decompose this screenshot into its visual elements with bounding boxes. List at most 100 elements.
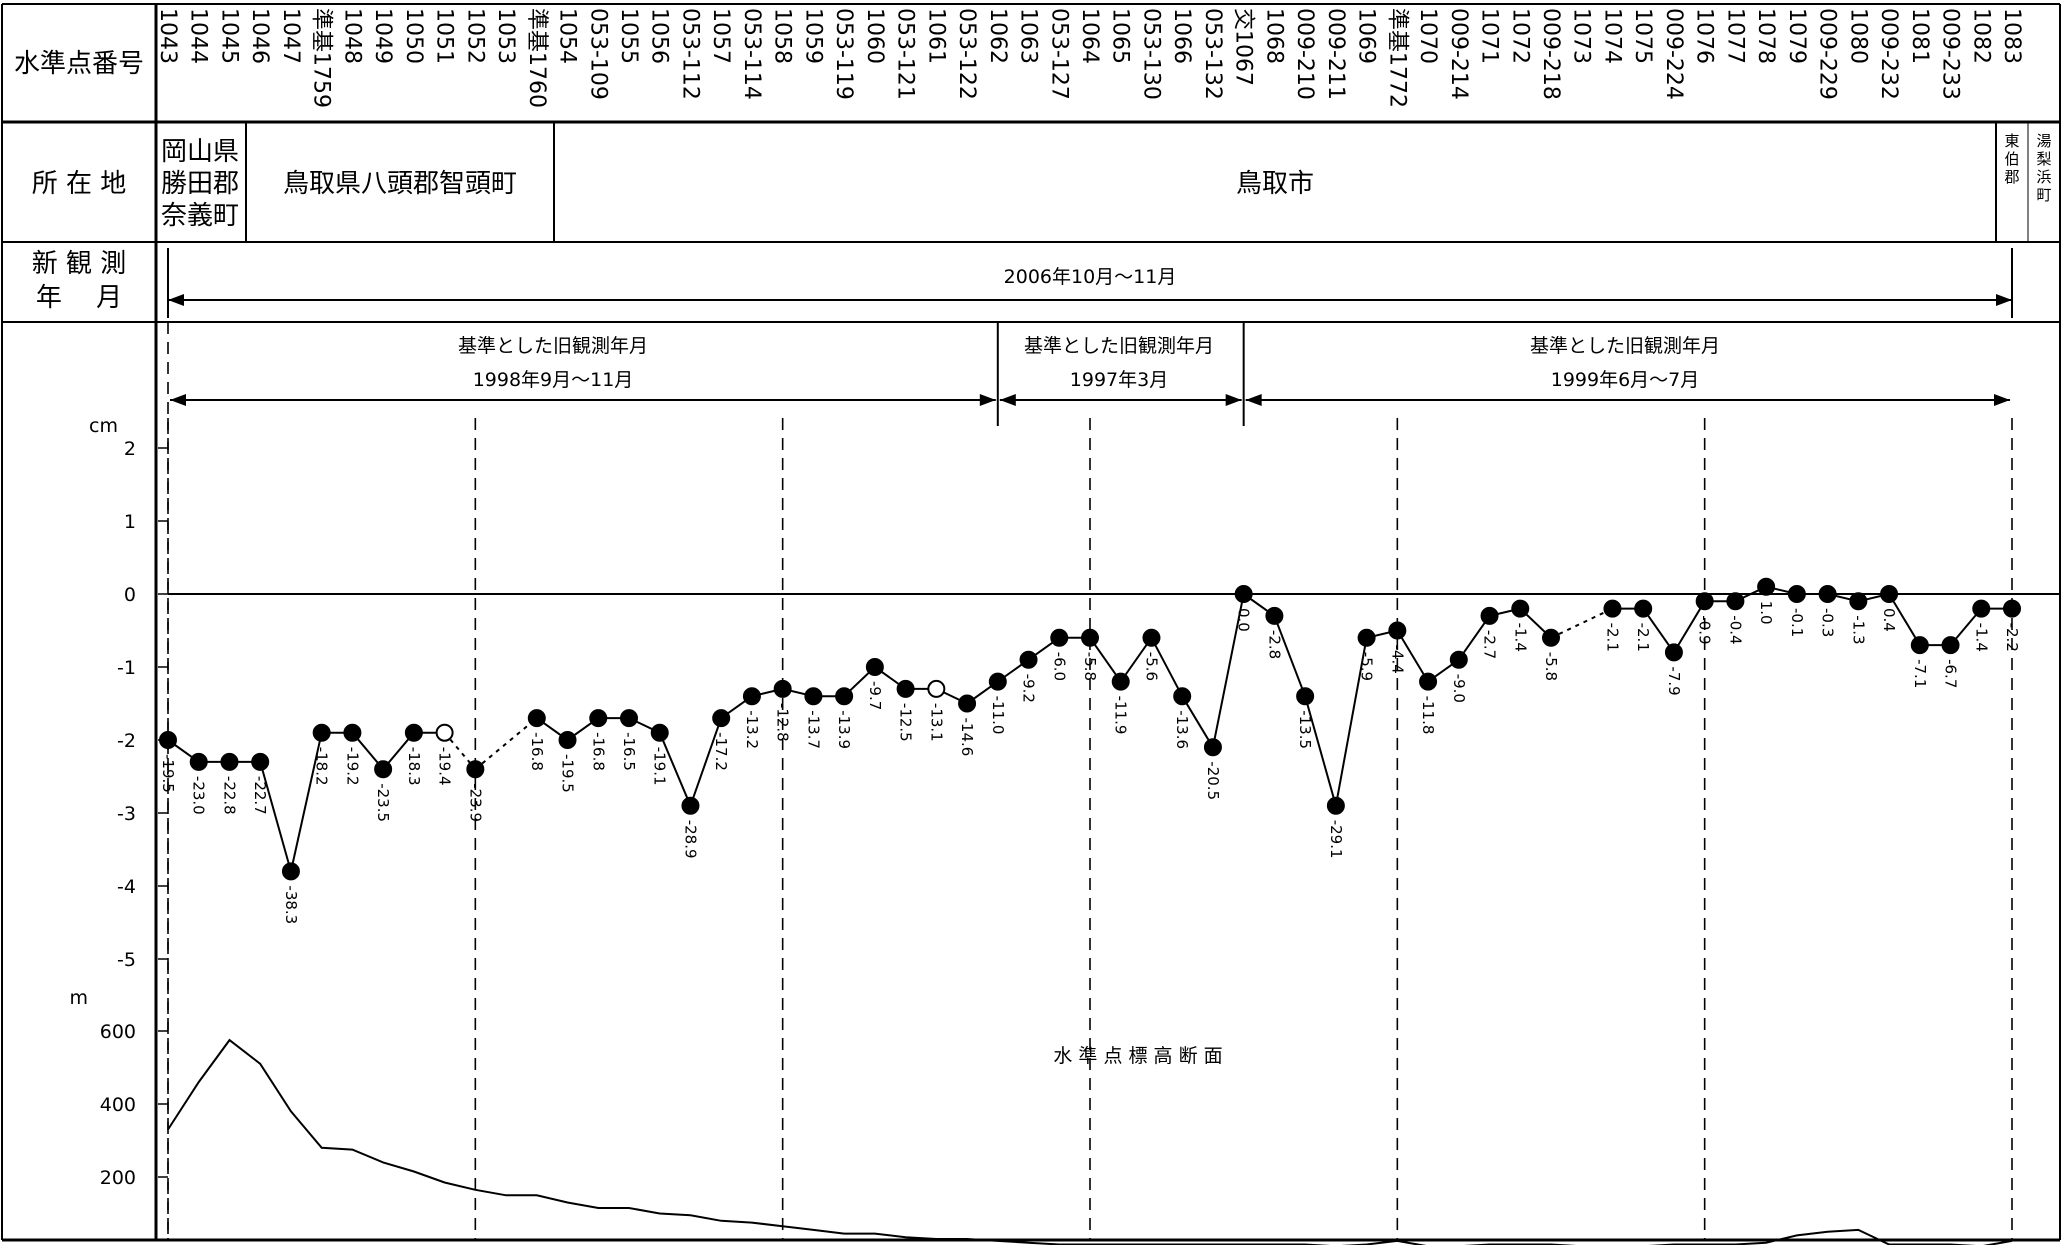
station-label: 1083	[1999, 8, 2024, 64]
data-label: -13.5	[1296, 710, 1314, 749]
station-label: 1069	[1354, 8, 1379, 64]
old-survey-periods: 基準とした旧観測年月 1998年9月～11月 基準とした旧観測年月 1997年3…	[170, 322, 2010, 426]
filled-marker	[1695, 592, 1714, 611]
arrow-head-right	[1994, 394, 2010, 406]
station-label: 1059	[800, 8, 825, 64]
series-segment	[289, 732, 323, 872]
data-label: -5.9	[1358, 652, 1376, 681]
filled-marker	[251, 752, 270, 771]
location-tohaku-2: 伯	[2004, 150, 2019, 168]
station-label: 1043	[155, 8, 180, 64]
old-survey-period-2: 1997年3月	[1070, 369, 1168, 391]
filled-marker	[1111, 672, 1130, 691]
data-label: -2.1	[1603, 623, 1621, 652]
filled-marker	[1357, 628, 1376, 647]
arrow-head-left	[170, 394, 186, 406]
y-tick-label: -1	[117, 657, 136, 679]
data-label: -20.5	[1204, 761, 1222, 800]
station-label: 1064	[1077, 8, 1102, 64]
location-yurihama-1: 湯	[2036, 132, 2051, 150]
filled-marker	[1326, 796, 1345, 815]
station-label: 1066	[1169, 8, 1194, 64]
station-label: 1070	[1415, 8, 1440, 64]
station-label: 1072	[1507, 8, 1532, 64]
station-label: 交1067	[1231, 8, 1256, 86]
station-label: 009-214	[1446, 8, 1471, 100]
arrow-head-left	[999, 394, 1016, 406]
filled-marker	[558, 731, 577, 749]
data-label: -19.5	[559, 754, 577, 793]
data-label: -9.2	[1020, 674, 1038, 703]
data-label: -6.7	[1942, 659, 1960, 688]
data-label: -22.8	[220, 776, 238, 815]
filled-marker	[220, 752, 239, 771]
station-label: 1075	[1630, 8, 1655, 64]
data-label: -19.4	[436, 747, 454, 786]
data-label: -18.2	[313, 747, 331, 786]
station-label: 1080	[1845, 8, 1870, 64]
series-segment	[658, 732, 692, 807]
data-label: -6.0	[1050, 652, 1068, 681]
filled-marker	[589, 709, 608, 728]
data-label: -13.2	[743, 710, 761, 749]
station-label: 053-127	[1046, 8, 1071, 100]
data-label: -19.1	[651, 747, 669, 786]
y-tick-label-m: 600	[100, 1021, 136, 1043]
y-tick-label-m: 200	[100, 1167, 136, 1189]
station-label: 1063	[1016, 8, 1041, 64]
station-label: 1056	[647, 8, 672, 64]
filled-marker	[742, 687, 761, 706]
filled-marker	[1542, 628, 1560, 647]
table-frame	[1, 3, 2061, 1242]
y-tick-label: -3	[117, 803, 136, 825]
station-label: 1061	[923, 8, 948, 64]
station-label: 053-122	[954, 8, 979, 100]
data-label: -23.9	[466, 783, 484, 822]
location-nagi-line2: 勝田郡	[161, 169, 239, 199]
location-yurihama-2: 梨	[2036, 150, 2051, 168]
filled-marker	[835, 687, 854, 706]
filled-marker	[1880, 585, 1899, 603]
data-label: 0.0	[1235, 608, 1253, 632]
station-label: 1052	[462, 8, 487, 64]
new-survey-period: 2006年10月～11月	[167, 248, 2013, 318]
filled-marker	[1818, 585, 1837, 603]
y-tick-label: -5	[117, 949, 136, 971]
y-tick-label: 0	[124, 584, 136, 606]
filled-marker	[896, 679, 915, 698]
station-label: 053-119	[831, 8, 856, 100]
station-label: 1078	[1753, 8, 1778, 64]
series-segment-dotted	[1550, 607, 1613, 639]
data-label: -19.5	[159, 754, 177, 793]
station-label: 準基1760	[524, 8, 549, 108]
data-label: -9.7	[866, 681, 884, 710]
station-label: 1048	[339, 8, 364, 64]
y-axis-ticks: 2 1 0 -1 -2 -3 -4 -5 600 400 200	[100, 438, 168, 1189]
station-label: 053-112	[677, 8, 702, 100]
data-label: -23.0	[190, 776, 208, 815]
data-label: -4.4	[1388, 645, 1406, 674]
station-label: 1082	[1968, 8, 1993, 64]
filled-marker	[1296, 687, 1315, 706]
station-label: 1060	[862, 8, 887, 64]
series-segment-dotted	[474, 717, 538, 770]
station-label: 準基1772	[1384, 8, 1409, 108]
filled-marker	[1081, 628, 1099, 647]
data-label: -19.2	[343, 747, 361, 786]
station-label: 009-218	[1538, 8, 1563, 100]
location-tohaku-3: 郡	[2004, 168, 2019, 186]
filled-marker	[1849, 592, 1868, 611]
data-label: -13.7	[804, 710, 822, 749]
filled-marker	[1265, 606, 1284, 625]
station-label: 1081	[1907, 8, 1932, 64]
data-label: -13.6	[1173, 710, 1191, 749]
station-number-row-label: 水準点番号	[14, 49, 144, 79]
station-label: 1065	[1108, 8, 1133, 64]
data-label: -9.0	[1450, 674, 1468, 703]
y-tick-label: 2	[124, 438, 136, 460]
series-segment	[259, 761, 292, 872]
data-label: -1.4	[1511, 623, 1529, 652]
data-label: -0.4	[1726, 615, 1744, 644]
filled-marker	[1511, 599, 1530, 618]
station-label: 1071	[1477, 8, 1502, 64]
